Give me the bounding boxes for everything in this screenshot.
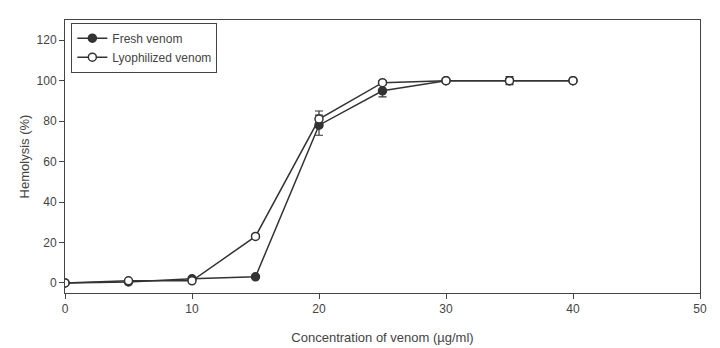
svg-text:Fresh venom: Fresh venom <box>112 32 182 46</box>
svg-text:10: 10 <box>185 302 199 316</box>
svg-text:30: 30 <box>439 302 453 316</box>
svg-text:50: 50 <box>693 302 707 316</box>
svg-text:40: 40 <box>43 195 57 209</box>
svg-text:120: 120 <box>37 33 57 47</box>
svg-text:100: 100 <box>37 74 57 88</box>
svg-text:0: 0 <box>50 276 57 290</box>
svg-text:Hemolysis (%): Hemolysis (%) <box>17 115 32 199</box>
svg-text:60: 60 <box>43 155 57 169</box>
svg-text:Concentration of venom (µg/ml): Concentration of venom (µg/ml) <box>291 330 473 345</box>
svg-text:40: 40 <box>566 302 580 316</box>
svg-text:Lyophilized venom: Lyophilized venom <box>112 51 211 65</box>
svg-text:20: 20 <box>312 302 326 316</box>
svg-text:20: 20 <box>43 236 57 250</box>
svg-text:0: 0 <box>62 302 69 316</box>
svg-text:80: 80 <box>43 114 57 128</box>
